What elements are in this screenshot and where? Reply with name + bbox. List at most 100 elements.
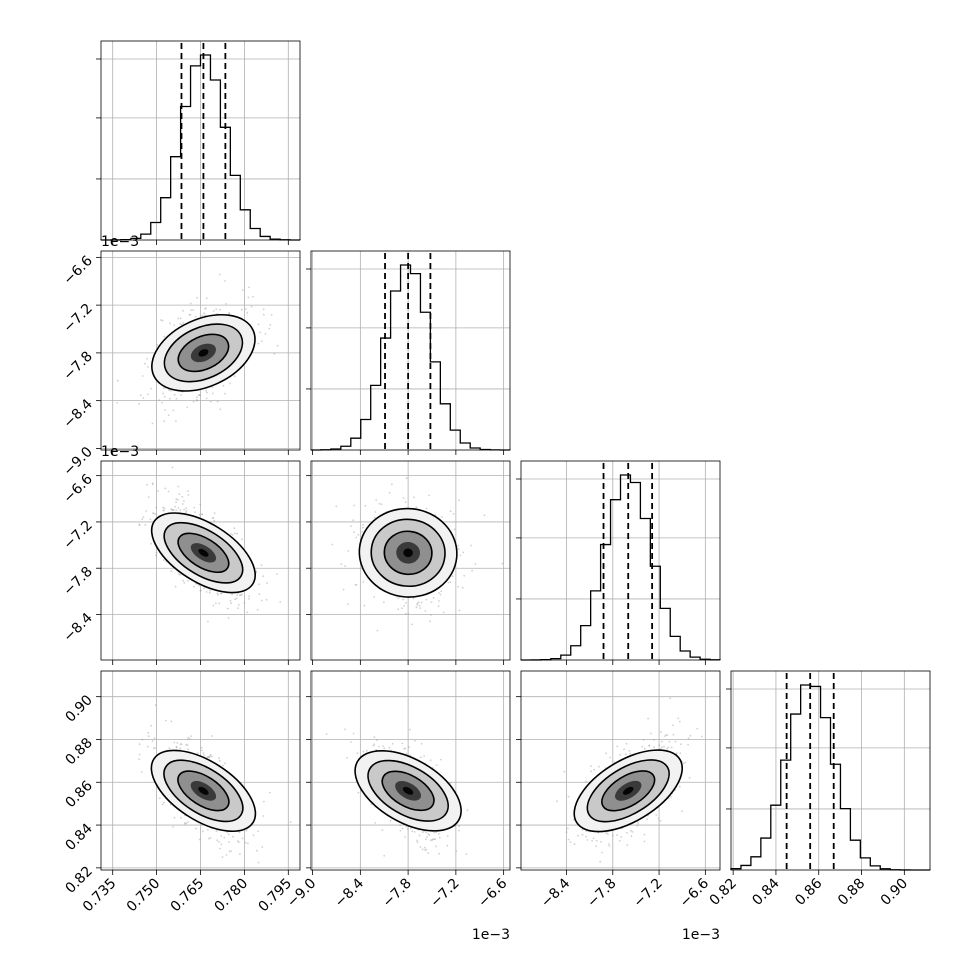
- scatter-point: [601, 851, 603, 854]
- scatter-point: [268, 327, 271, 330]
- scatter-point: [439, 593, 442, 596]
- scatter-point: [429, 759, 432, 762]
- scatter-point: [458, 609, 461, 612]
- scatter-point: [696, 727, 699, 730]
- scatter-point: [209, 589, 211, 592]
- scatter-point: [179, 509, 182, 512]
- scatter-point: [461, 586, 464, 589]
- scatter-point: [231, 593, 234, 596]
- scatter-point: [625, 742, 628, 745]
- scatter-point: [184, 511, 187, 514]
- scatter-point: [203, 754, 206, 757]
- scatter-point: [212, 517, 215, 519]
- scatter-point: [211, 735, 214, 737]
- scatter-point: [171, 508, 174, 511]
- panel-3-3: 0.82 0.84 0.86 0.88 0.90: [707, 670, 931, 909]
- scatter-point: [420, 742, 423, 745]
- scatter-point: [163, 420, 166, 423]
- scatter-point: [378, 502, 381, 505]
- scatter-point: [167, 490, 170, 493]
- scatter-point: [236, 532, 238, 535]
- scatter-point: [354, 584, 357, 586]
- scatter-point: [643, 840, 646, 843]
- density-group: [150, 512, 256, 594]
- y-offset-label: 1e−3: [101, 444, 139, 460]
- scatter-point: [149, 518, 152, 521]
- y-tick-label: −8.4: [60, 396, 95, 431]
- scatter-point: [150, 542, 152, 545]
- scatter-point: [155, 554, 157, 557]
- scatter-point: [352, 732, 355, 735]
- scatter-point: [209, 400, 212, 403]
- scatter-point: [168, 747, 171, 749]
- scatter-point: [228, 312, 231, 314]
- scatter-point: [202, 752, 205, 754]
- scatter-point: [399, 824, 402, 827]
- scatter-point: [569, 841, 572, 843]
- scatter-point: [410, 827, 412, 830]
- scatter-point: [230, 533, 232, 535]
- scatter-point: [438, 852, 440, 855]
- scatter-point: [237, 841, 240, 844]
- scatter-point: [248, 286, 251, 289]
- scatter-point: [666, 734, 669, 737]
- scatter-point: [196, 752, 199, 755]
- scatter-point: [189, 737, 191, 740]
- scatter-point: [258, 583, 261, 586]
- scatter-point: [193, 585, 195, 588]
- scatter-point: [340, 563, 343, 566]
- scatter-point: [241, 289, 244, 291]
- scatter-point: [356, 752, 359, 755]
- scatter-point: [419, 846, 422, 848]
- scatter-point: [405, 752, 408, 755]
- scatter-point: [412, 597, 415, 600]
- scatter-point: [416, 602, 419, 605]
- scatter-point: [404, 501, 407, 503]
- scatter-point: [198, 838, 201, 841]
- scatter-point: [146, 393, 149, 396]
- x-tick-label: 0.780: [212, 876, 252, 916]
- scatter-point: [161, 319, 164, 322]
- density-level: [198, 786, 209, 795]
- scatter-point: [179, 743, 182, 745]
- scatter-point: [383, 601, 385, 604]
- scatter-point: [164, 487, 167, 490]
- x-tick-label: 0.88: [835, 876, 868, 909]
- scatter-point: [425, 598, 428, 601]
- scatter-point: [179, 747, 182, 750]
- scatter-point: [425, 838, 427, 840]
- scatter-point: [193, 506, 196, 509]
- scatter-point: [257, 861, 260, 864]
- panel-3-2: −8.4 −7.8 −7.2 −6.6 1e−3: [516, 670, 721, 943]
- scatter-point: [599, 860, 602, 863]
- scatter-point: [203, 587, 206, 590]
- scatter-point: [172, 509, 174, 511]
- scatter-point: [270, 314, 273, 316]
- scatter-point: [347, 550, 350, 552]
- scatter-point: [455, 850, 458, 853]
- scatter-point: [146, 358, 149, 360]
- scatter-point: [180, 323, 183, 326]
- scatter-point: [416, 603, 418, 606]
- scatter-point: [175, 397, 178, 400]
- scatter-point: [246, 311, 249, 314]
- scatter-point: [163, 507, 166, 510]
- scatter-point: [218, 602, 221, 605]
- scatter-point: [207, 620, 209, 623]
- scatter-point: [175, 509, 178, 511]
- scatter-point: [153, 737, 156, 739]
- scatter-point: [225, 303, 227, 305]
- scatter-point: [641, 745, 644, 748]
- scatter-point: [276, 344, 279, 347]
- scatter-point: [244, 308, 247, 310]
- x-tick-label: −8.4: [538, 875, 573, 910]
- scatter-point: [141, 738, 144, 741]
- scatter-point: [170, 720, 173, 723]
- scatter-point: [404, 747, 407, 750]
- x-tick-label: −9.0: [284, 876, 319, 911]
- scatter-point: [173, 393, 176, 396]
- scatter-point: [344, 728, 346, 731]
- scatter-point: [427, 852, 430, 854]
- scatter-point: [227, 833, 230, 836]
- scatter-point: [229, 382, 231, 385]
